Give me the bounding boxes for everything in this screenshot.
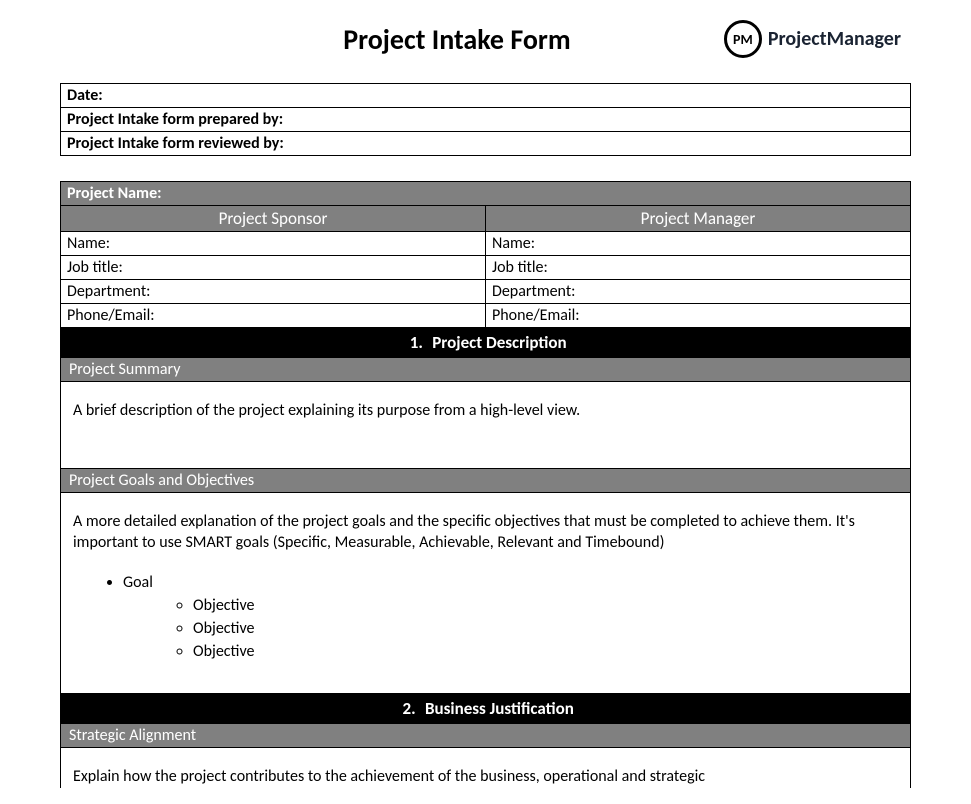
manager-jobtitle-field[interactable]: Job title:	[486, 256, 911, 280]
goals-text: A more detailed explanation of the proje…	[73, 511, 898, 554]
goals-list: Goal Objective Objective Objective	[73, 572, 898, 662]
section-1-header: 1. Project Description	[61, 328, 911, 358]
logo-text: ProjectManager	[768, 27, 901, 51]
section-1-title: Project Description	[432, 332, 566, 353]
project-summary-content[interactable]: A brief description of the project expla…	[61, 382, 911, 469]
brand-logo: PM ProjectManager	[724, 20, 901, 58]
sponsor-name-field[interactable]: Name:	[61, 232, 486, 256]
main-form-table: Project Name: Project Sponsor Project Ma…	[60, 181, 911, 788]
page-title: Project Intake Form	[190, 22, 724, 57]
section-2-header: 2. Business Justification	[61, 694, 911, 724]
manager-department-field[interactable]: Department:	[486, 280, 911, 304]
section-2-number: 2.	[397, 698, 421, 719]
alignment-text: Explain how the project contributes to t…	[73, 766, 898, 788]
project-summary-text: A brief description of the project expla…	[73, 400, 898, 422]
sponsor-header: Project Sponsor	[61, 206, 486, 232]
manager-header: Project Manager	[486, 206, 911, 232]
project-name-label[interactable]: Project Name:	[61, 182, 911, 206]
section-2-title: Business Justification	[425, 698, 574, 719]
goals-label: Project Goals and Objectives	[61, 468, 911, 492]
alignment-label: Strategic Alignment	[61, 724, 911, 748]
goals-content[interactable]: A more detailed explanation of the proje…	[61, 492, 911, 694]
alignment-content[interactable]: Explain how the project contributes to t…	[61, 748, 911, 788]
document-header: Project Intake Form PM ProjectManager	[60, 20, 911, 58]
date-field[interactable]: Date:	[61, 84, 911, 108]
sponsor-department-field[interactable]: Department:	[61, 280, 486, 304]
meta-info-table: Date: Project Intake form prepared by: P…	[60, 83, 911, 156]
objective-item: Objective	[193, 595, 898, 617]
goal-item: Goal Objective Objective Objective	[123, 572, 898, 662]
section-1-number: 1.	[404, 332, 428, 353]
sponsor-contact-field[interactable]: Phone/Email:	[61, 304, 486, 328]
objective-item: Objective	[193, 618, 898, 640]
sponsor-jobtitle-field[interactable]: Job title:	[61, 256, 486, 280]
objective-item: Objective	[193, 641, 898, 663]
project-summary-label: Project Summary	[61, 358, 911, 382]
logo-circle-icon: PM	[724, 20, 762, 58]
reviewed-by-field[interactable]: Project Intake form reviewed by:	[61, 132, 911, 156]
manager-name-field[interactable]: Name:	[486, 232, 911, 256]
objectives-list: Objective Objective Objective	[123, 595, 898, 662]
manager-contact-field[interactable]: Phone/Email:	[486, 304, 911, 328]
prepared-by-field[interactable]: Project Intake form prepared by:	[61, 108, 911, 132]
